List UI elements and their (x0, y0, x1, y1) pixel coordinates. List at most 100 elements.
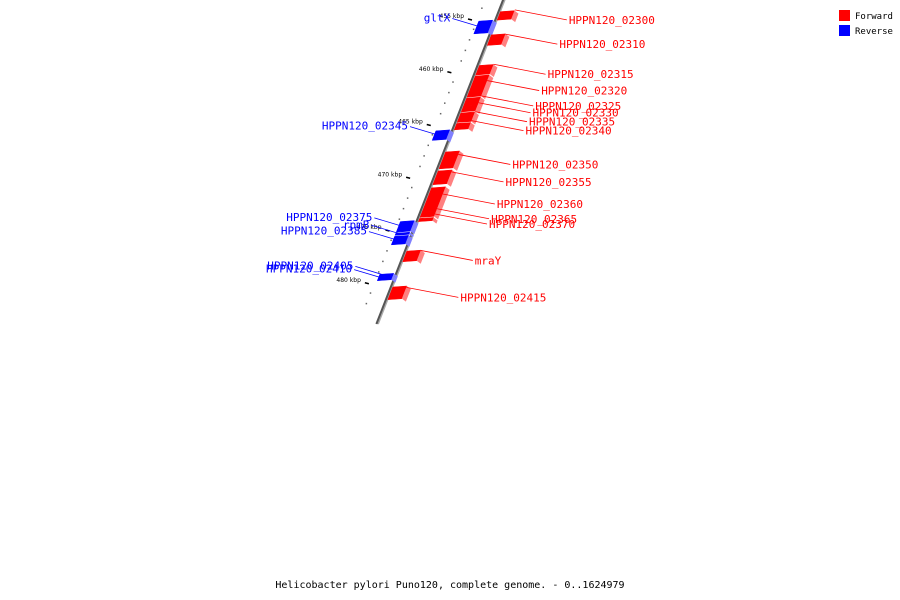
minor-tick (468, 39, 471, 41)
gene-label-leader (442, 193, 495, 205)
gene-hppn120_02415: HPPN120_02415 (387, 285, 546, 304)
gene-label: HPPN120_02315 (548, 68, 634, 81)
gene-arrow-side (477, 97, 485, 108)
gene-arrow-side (436, 186, 450, 215)
gene-label: gltX (424, 11, 451, 24)
gene-label-leader (353, 269, 385, 279)
gene-arrow-side (475, 104, 482, 114)
gene-hppn120_02350: HPPN120_02350 (438, 150, 598, 171)
gene-arrow-side (405, 235, 413, 247)
genome-axis-line (375, 0, 505, 325)
minor-tick (369, 292, 372, 294)
gene-label: rpmB (343, 218, 370, 231)
legend-reverse-swatch (839, 25, 850, 36)
minor-tick (365, 302, 368, 305)
axis-tick-label: 480 kbp (336, 277, 361, 284)
gene-label-leader (514, 9, 567, 21)
gene-hppn120_02310: HPPN120_02310 (486, 33, 645, 51)
gene-arrow (376, 275, 394, 281)
gene-label-leader (481, 95, 534, 107)
gene-arrow-side (410, 220, 419, 235)
gene-label: HPPN120_02365 (491, 213, 577, 226)
axis-tick-label: 460 kbp (419, 66, 444, 73)
minor-tick (439, 112, 442, 115)
minor-tick (460, 60, 462, 62)
genome-axis-shadow (376, 0, 506, 325)
gene-label: HPPN120_02355 (506, 176, 592, 189)
minor-tick (431, 134, 434, 136)
gene-arrow-side (453, 150, 464, 171)
minor-tick (472, 28, 475, 31)
minor-tick (423, 155, 425, 157)
gene-label: HPPN120_02385 (281, 225, 367, 238)
gene-label: HPPN120_02370 (489, 218, 575, 231)
legend-forward-swatch (839, 10, 850, 21)
gene-arrow-side (391, 275, 397, 283)
gene-label-leader (505, 33, 558, 45)
gene-label-leader (478, 102, 531, 114)
gene-label-leader (374, 217, 405, 228)
gene-label: HPPN120_02310 (559, 38, 645, 51)
gene-arrow-side (501, 33, 510, 48)
gene-hppn120_02340: HPPN120_02340 (453, 120, 612, 138)
minor-tick (427, 144, 429, 147)
major-tick (447, 71, 452, 74)
gene-label: mraY (475, 254, 502, 267)
gene-hppn120_02335: HPPN120_02335 (456, 111, 615, 129)
gene-label: HPPN120_02360 (497, 198, 583, 211)
gene-label-leader (355, 266, 386, 276)
genome-caption: Helicobacter pylori Puno120, complete ge… (275, 580, 624, 591)
gene-hppn120_02330: HPPN120_02330 (460, 102, 619, 120)
gene-arrow-side (434, 211, 441, 220)
gene-label-leader (406, 286, 459, 298)
gene-hppn120_02370: HPPN120_02370 (418, 213, 575, 231)
gene-label: HPPN120_02415 (460, 291, 546, 304)
gene-label: HPPN120_02375 (286, 211, 372, 224)
gene-label: HPPN120_02340 (526, 125, 612, 138)
major-tick (467, 18, 473, 21)
gene-arrow-side (489, 64, 498, 77)
gene-label: HPPN120_02330 (533, 107, 619, 120)
minor-tick (411, 186, 413, 189)
gene-label-leader (452, 18, 483, 28)
gene-label: HPPN120_02300 (569, 14, 655, 27)
major-tick (405, 176, 411, 179)
gene-arrow-side (487, 20, 497, 36)
gene-arrow (418, 217, 435, 222)
major-tick (426, 123, 431, 127)
gene-arrow-side (401, 286, 411, 302)
gene-label-leader (409, 126, 441, 137)
gene-arrow (460, 104, 479, 113)
gene-arrow-side (446, 129, 454, 143)
gene-label-leader (368, 231, 400, 241)
gene-label: HPPN120_02405 (267, 259, 353, 272)
legend-forward-label: Forward (855, 12, 893, 22)
major-tick (364, 282, 370, 285)
gene-hppn120_02320: HPPN120_02320 (466, 74, 627, 100)
gene-label-leader (371, 224, 402, 235)
minor-tick (390, 239, 392, 242)
gene-label-leader (458, 154, 511, 165)
legend: Forward Reverse (839, 10, 893, 37)
gene-label-leader (451, 171, 504, 183)
gene-label: HPPN120_02410 (266, 263, 352, 276)
gene-label: HPPN120_02335 (529, 116, 615, 129)
minor-tick (378, 271, 380, 273)
gene-hppn120_02315: HPPN120_02315 (475, 63, 634, 81)
gene-arrow-side (409, 232, 414, 238)
gene-arrow-side (446, 169, 457, 187)
axis-tick-label: 475 kbp (357, 224, 382, 231)
gene-label-leader (434, 213, 488, 225)
gene-arrow-side (392, 273, 398, 279)
minor-tick (402, 207, 405, 210)
minor-tick (406, 197, 409, 199)
minor-tick (382, 260, 384, 263)
minor-tick (444, 102, 446, 104)
gene-label-leader (436, 208, 490, 220)
gene-hppn120_02385: HPPN120_02385 (281, 225, 413, 247)
gene-hppn120_02360: HPPN120_02360 (421, 186, 583, 215)
gene-arrow (419, 210, 437, 218)
minor-tick (464, 49, 467, 52)
gene-arrow (453, 122, 472, 131)
